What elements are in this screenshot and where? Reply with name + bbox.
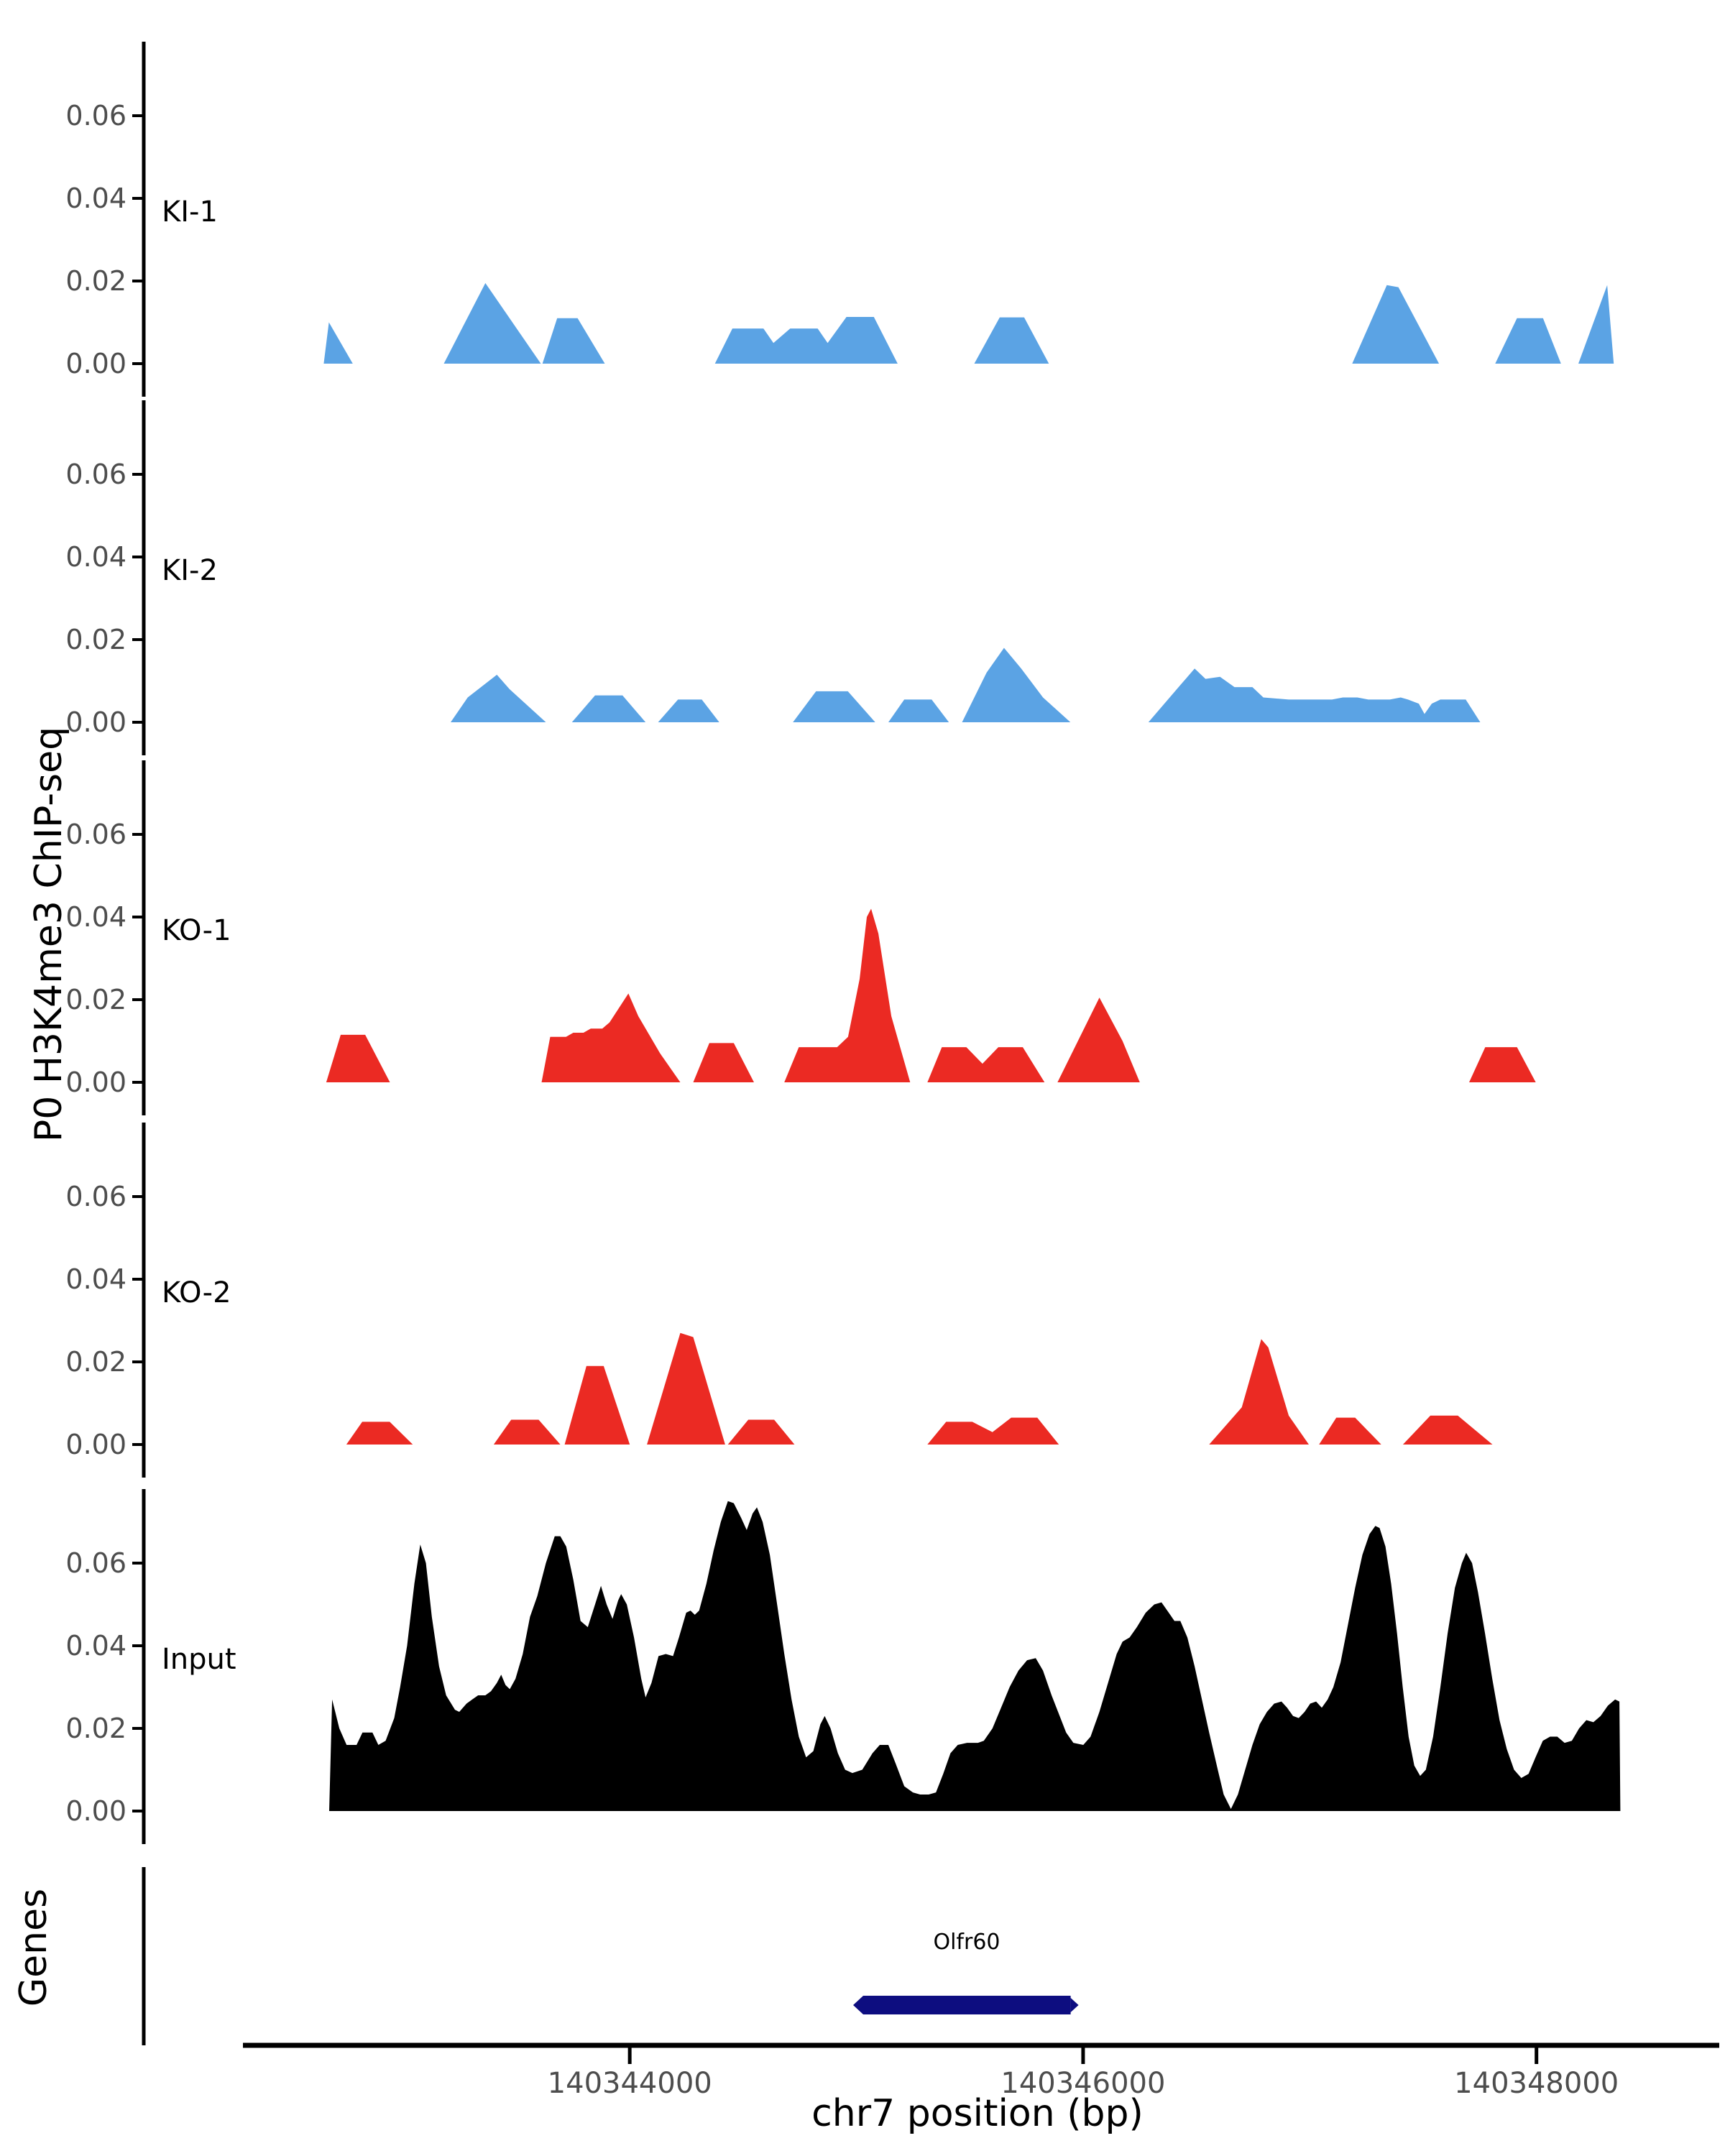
track-area-shapes bbox=[323, 282, 1614, 364]
track-panel-ki-2: KI-2 0.00 0.02 0.04 0.06 bbox=[65, 400, 1481, 755]
coverage-area-KO-2 bbox=[927, 1417, 1059, 1445]
coverage-area-KO-1 bbox=[927, 1047, 1045, 1082]
y-tick-label: 0.04 bbox=[65, 901, 126, 933]
track-area-shapes bbox=[326, 908, 1536, 1082]
coverage-area-KO-1 bbox=[326, 1034, 390, 1082]
coverage-area-KO-2 bbox=[727, 1419, 795, 1445]
track-label: KO-1 bbox=[162, 914, 231, 947]
y-tick-label: 0.00 bbox=[65, 1795, 126, 1827]
coverage-area-KI-1 bbox=[323, 322, 353, 364]
y-tick-label: 0.00 bbox=[65, 706, 126, 738]
y-tick-label: 0.00 bbox=[65, 1067, 126, 1098]
coverage-area-KI-1 bbox=[542, 318, 605, 364]
coverage-area-KO-2 bbox=[1319, 1417, 1381, 1445]
coverage-area-KO-2 bbox=[1209, 1339, 1309, 1445]
y-tick-label: 0.02 bbox=[65, 624, 126, 655]
gene-glyph bbox=[853, 1996, 1079, 2014]
gene-body-olfr60 bbox=[863, 1996, 1071, 2014]
y-tick-label: 0.06 bbox=[65, 819, 126, 850]
coverage-area-KI-2 bbox=[1148, 668, 1481, 722]
coverage-area-KI-2 bbox=[571, 695, 646, 722]
coverage-area-KO-2 bbox=[564, 1365, 630, 1445]
coverage-area-KI-1 bbox=[443, 282, 541, 364]
track-area-shapes bbox=[346, 1332, 1493, 1445]
x-tick-label: 140346000 bbox=[1000, 2067, 1165, 2100]
genes-panel-title: Genes bbox=[12, 1889, 55, 2007]
track-area-shapes bbox=[329, 1501, 1621, 1811]
coverage-area-KI-1 bbox=[974, 317, 1049, 364]
coverage-area-KO-1 bbox=[693, 1043, 754, 1082]
coverage-area-KO-2 bbox=[647, 1332, 725, 1445]
coverage-area-KO-2 bbox=[346, 1422, 413, 1445]
coverage-area-KI-2 bbox=[962, 648, 1071, 722]
track-panel-ko-1: KO-1 0.00 0.02 0.04 0.06 bbox=[65, 760, 1536, 1115]
coverage-area-Input bbox=[329, 1501, 1621, 1811]
track-area-shapes bbox=[451, 648, 1481, 722]
track-label: KO-2 bbox=[162, 1276, 231, 1309]
x-tick-label: 140344000 bbox=[548, 2067, 712, 2100]
y-tick-label: 0.06 bbox=[65, 1181, 126, 1212]
track-label: KI-1 bbox=[162, 195, 218, 229]
y-tick-label: 0.02 bbox=[65, 1713, 126, 1744]
coverage-area-KI-2 bbox=[888, 699, 949, 722]
coverage-area-KO-1 bbox=[1469, 1047, 1536, 1082]
x-axis-title: chr7 position (bp) bbox=[811, 2092, 1144, 2135]
y-tick-label: 0.02 bbox=[65, 265, 126, 297]
y-tick-label: 0.04 bbox=[65, 1263, 126, 1295]
x-axis-ticks bbox=[627, 2045, 1539, 2064]
coverage-area-KO-1 bbox=[784, 908, 911, 1082]
y-tick-label: 0.04 bbox=[65, 1630, 126, 1662]
y-tick-label: 0.00 bbox=[65, 1429, 126, 1460]
y-tick-label: 0.02 bbox=[65, 984, 126, 1015]
y-tick-label: 0.06 bbox=[65, 459, 126, 490]
coverage-area-KI-1 bbox=[1578, 285, 1614, 364]
track-label: Input bbox=[162, 1643, 236, 1676]
coverage-area-KO-1 bbox=[1057, 998, 1140, 1082]
track-panel-ko-2: KO-2 0.00 0.02 0.04 0.06 bbox=[65, 1123, 1493, 1478]
y-tick-label: 0.02 bbox=[65, 1346, 126, 1378]
coverage-area-KI-1 bbox=[1495, 318, 1561, 364]
gene-strand-arrow-right bbox=[1070, 1998, 1079, 2012]
coverage-area-KO-2 bbox=[1402, 1415, 1493, 1445]
coverage-area-KI-2 bbox=[658, 699, 719, 722]
coverage-area-KI-1 bbox=[1352, 285, 1440, 364]
genes-and-xaxis-panel: Genes Olfr60 140344000 140346000 1403480… bbox=[12, 1867, 1719, 2135]
track-panel-ki-1: KI-1 0.00 0.02 0.04 0.06 bbox=[65, 42, 1614, 397]
y-tick-label: 0.00 bbox=[65, 348, 126, 379]
coverage-area-KI-2 bbox=[793, 691, 875, 722]
gene-strand-arrow-left bbox=[853, 1996, 863, 2014]
x-tick-label: 140348000 bbox=[1454, 2067, 1619, 2100]
coverage-area-KI-2 bbox=[451, 674, 546, 722]
gene-name-label: Olfr60 bbox=[933, 1930, 1000, 1955]
y-tick-label: 0.04 bbox=[65, 183, 126, 214]
y-tick-label: 0.06 bbox=[65, 100, 126, 132]
y-tick-label: 0.04 bbox=[65, 541, 126, 573]
coverage-area-KO-2 bbox=[493, 1419, 561, 1445]
coverage-area-KO-1 bbox=[541, 993, 681, 1082]
track-label: KI-2 bbox=[162, 554, 218, 587]
coverage-area-KI-1 bbox=[714, 317, 898, 364]
track-panel-input: Input 0.00 0.02 0.04 0.06 bbox=[65, 1489, 1621, 1844]
y-tick-label: 0.06 bbox=[65, 1547, 126, 1579]
